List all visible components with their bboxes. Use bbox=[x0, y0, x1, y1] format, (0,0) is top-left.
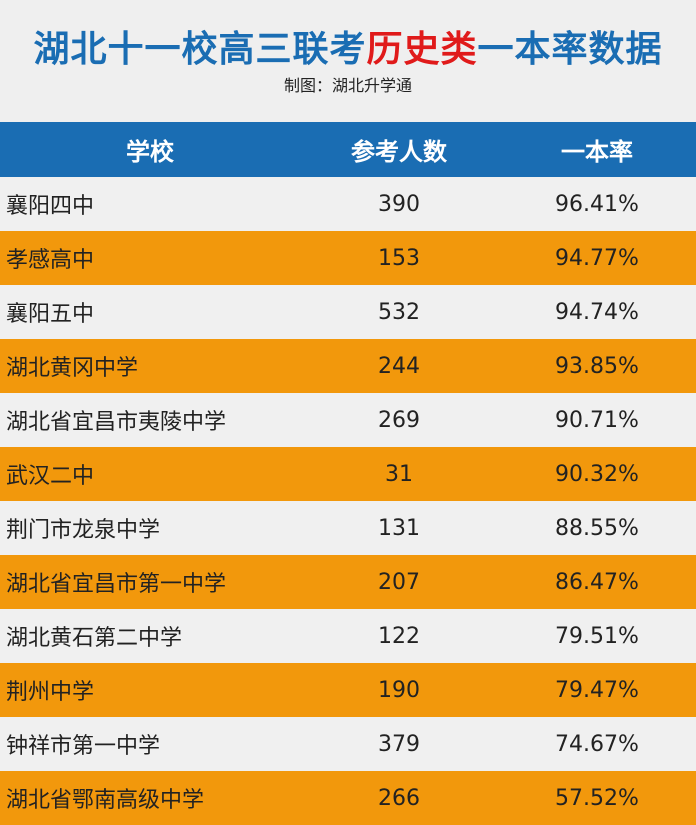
data-table: 学校 参考人数 一本率 襄阳四中 390 96.41% 孝感高中 153 94.77% 襄阳… bbox=[0, 122, 696, 825]
table-row: 湖北黄石第二中学 122 79.51% bbox=[0, 609, 696, 663]
count-cell: 207 bbox=[378, 569, 420, 595]
table-row: 钟祥市第一中学 379 74.67% bbox=[0, 717, 696, 771]
table-row: 襄阳四中 390 96.41% bbox=[0, 177, 696, 231]
school-cell: 钟祥市第一中学 bbox=[6, 734, 161, 759]
rate-cell: 88.55% bbox=[555, 515, 639, 541]
chart-credit: 制图：湖北升学通 bbox=[283, 76, 412, 95]
count-cell: 190 bbox=[378, 677, 420, 703]
school-cell: 孝感高中 bbox=[6, 248, 95, 273]
school-cell: 湖北黄石第二中学 bbox=[6, 626, 183, 651]
count-cell: 122 bbox=[378, 623, 420, 649]
table-row: 襄阳五中 532 94.74% bbox=[0, 285, 696, 339]
table-body: 襄阳四中 390 96.41% 孝感高中 153 94.77% 襄阳五中 532 94.74% 湖… bbox=[0, 177, 696, 825]
page-title: 湖北十一校高三联考历史类一本率数据 bbox=[0, 28, 696, 72]
school-cell: 湖北省宜昌市第一中学 bbox=[6, 572, 227, 597]
table-row: 武汉二中 31 90.32% bbox=[0, 447, 696, 501]
rate-cell: 93.85% bbox=[555, 353, 639, 379]
table-row: 荆州中学 190 79.47% bbox=[0, 663, 696, 717]
rate-cell: 94.77% bbox=[555, 245, 639, 271]
school-cell: 荆门市龙泉中学 bbox=[6, 518, 161, 543]
school-cell: 武汉二中 bbox=[6, 464, 95, 489]
count-cell: 266 bbox=[378, 785, 420, 811]
count-cell: 532 bbox=[378, 299, 420, 325]
school-cell: 荆州中学 bbox=[6, 680, 95, 705]
rate-cell: 79.47% bbox=[555, 677, 639, 703]
rate-cell: 74.67% bbox=[555, 731, 639, 757]
title-highlight: 历史类 bbox=[366, 29, 478, 70]
rate-cell: 96.41% bbox=[555, 191, 639, 217]
title-part1: 湖北十一校高三联考 bbox=[33, 29, 367, 70]
title-part2: 一本率数据 bbox=[477, 29, 663, 70]
table-row: 湖北黄冈中学 244 93.85% bbox=[0, 339, 696, 393]
rate-cell: 86.47% bbox=[555, 569, 639, 595]
school-cell: 襄阳五中 bbox=[6, 302, 95, 327]
table-row: 湖北省宜昌市夷陵中学 269 90.71% bbox=[0, 393, 696, 447]
school-cell: 湖北省宜昌市夷陵中学 bbox=[6, 410, 227, 435]
table-row: 湖北省宜昌市第一中学 207 86.47% bbox=[0, 555, 696, 609]
rate-cell: 90.71% bbox=[555, 407, 639, 433]
school-cell: 湖北省鄂南高级中学 bbox=[6, 788, 205, 813]
table-header-row: 学校 参考人数 一本率 bbox=[0, 122, 696, 177]
count-cell: 153 bbox=[378, 245, 420, 271]
page-header: 湖北十一校高三联考历史类一本率数据 制图：湖北升学通 bbox=[0, 0, 696, 120]
count-cell: 244 bbox=[378, 353, 420, 379]
column-header-rate: 一本率 bbox=[561, 138, 633, 166]
count-cell: 379 bbox=[378, 731, 420, 757]
column-header-count: 参考人数 bbox=[351, 138, 447, 166]
school-cell: 湖北黄冈中学 bbox=[6, 356, 139, 381]
table-row: 孝感高中 153 94.77% bbox=[0, 231, 696, 285]
column-header-school: 学校 bbox=[126, 138, 174, 166]
count-cell: 131 bbox=[378, 515, 420, 541]
school-cell: 襄阳四中 bbox=[6, 194, 95, 219]
rate-cell: 94.74% bbox=[555, 299, 639, 325]
count-cell: 31 bbox=[385, 461, 413, 487]
table-row: 荆门市龙泉中学 131 88.55% bbox=[0, 501, 696, 555]
count-cell: 269 bbox=[378, 407, 420, 433]
rate-cell: 79.51% bbox=[555, 623, 639, 649]
rate-cell: 90.32% bbox=[555, 461, 639, 487]
table-row: 湖北省鄂南高级中学 266 57.52% bbox=[0, 771, 696, 825]
count-cell: 390 bbox=[378, 191, 420, 217]
rate-cell: 57.52% bbox=[555, 785, 639, 811]
